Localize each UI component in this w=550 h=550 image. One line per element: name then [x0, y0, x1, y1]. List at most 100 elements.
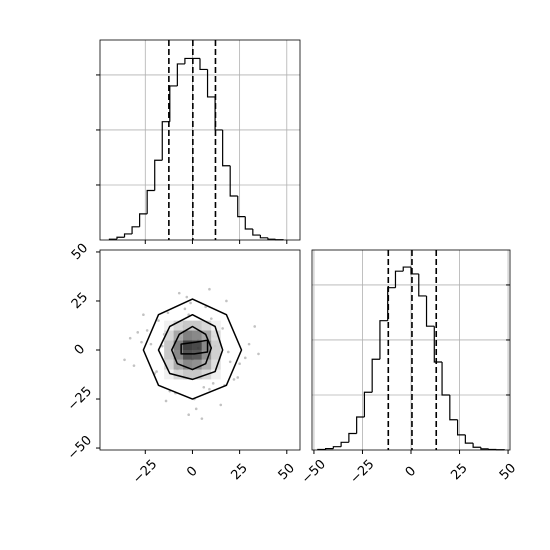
density-cell [201, 350, 212, 360]
scatter-point [253, 325, 257, 328]
scatter-point [160, 344, 164, 348]
scatter-point [136, 331, 140, 334]
density-cell [192, 330, 202, 341]
scatter-point [200, 417, 204, 420]
density-cell [164, 369, 174, 380]
hist-step [410, 267, 419, 275]
density-cell [164, 359, 174, 370]
density-cell [192, 340, 202, 350]
hist-step [456, 419, 466, 436]
hist-step [139, 213, 148, 227]
hist-step [363, 391, 373, 417]
hist-step [348, 432, 357, 443]
hist-step [267, 237, 276, 240]
x-tick-label: 50 [276, 461, 298, 483]
density-cell [201, 320, 212, 331]
scatter-point [185, 295, 189, 299]
hist-step [206, 69, 216, 98]
hist-step [244, 216, 253, 230]
density-cell [192, 320, 202, 331]
hist-step [418, 273, 427, 297]
y-tick-label: 50 [69, 241, 91, 263]
y-tick-label: −25 [65, 384, 95, 414]
scatter-point [225, 299, 228, 303]
y-tick-label: 25 [69, 290, 91, 312]
hist-step [402, 266, 411, 272]
density-cell [173, 350, 184, 360]
scatter-point [189, 301, 192, 305]
hist-step [356, 416, 365, 434]
contour [180, 339, 209, 355]
density-cell [201, 340, 212, 350]
hist-step [394, 270, 404, 288]
scatter-point [187, 413, 190, 417]
scatter-point [123, 358, 126, 362]
hist-step [169, 85, 178, 122]
scatter-point [140, 340, 143, 344]
hist-step [259, 235, 268, 239]
x-tick-label: 0 [184, 464, 200, 480]
hist-step [146, 189, 155, 214]
hist-step [371, 358, 380, 393]
axes-frame [99, 249, 301, 451]
y-tick-label: −50 [65, 433, 95, 463]
hist-step [449, 394, 458, 421]
scatter-point [128, 336, 132, 340]
density-cell [173, 369, 184, 380]
density-cell [164, 330, 174, 341]
scatter-point [187, 313, 190, 317]
scatter-point [142, 313, 145, 317]
scatter-point [208, 287, 211, 291]
density-cell [211, 350, 221, 360]
hist-step [116, 236, 125, 240]
hist-step [237, 195, 246, 218]
scatter-point [132, 364, 136, 367]
hist-step [222, 129, 231, 167]
x-tick-label: −25 [347, 457, 377, 487]
hist-step [340, 441, 349, 447]
scatter-point [149, 342, 153, 346]
hist-step [252, 228, 261, 236]
contour [142, 298, 243, 400]
hist-step [433, 326, 443, 363]
scatter-point [243, 356, 247, 360]
hist-step [161, 121, 170, 161]
hist-step [184, 57, 193, 64]
scatter-point [210, 317, 213, 320]
scatter-point [236, 376, 240, 379]
scatter-point [155, 370, 158, 373]
hist-step [332, 446, 342, 449]
x-tick-label: 25 [448, 461, 470, 483]
axes-frame [99, 39, 301, 241]
scatter-point [257, 352, 260, 356]
scatter-point [219, 403, 223, 407]
density-cell [211, 330, 221, 341]
scatter-point [208, 387, 211, 391]
x-tick-label: 25 [228, 461, 250, 483]
scatter-point [194, 407, 198, 411]
scatter-point [177, 291, 181, 295]
density-cell [201, 359, 212, 370]
scatter-point [221, 327, 224, 330]
density-cell [183, 369, 193, 380]
hist-step [472, 443, 481, 448]
density-cell [192, 350, 202, 360]
hist-step [441, 361, 450, 396]
x-tick-label: −25 [130, 457, 160, 487]
density-cell [192, 369, 202, 380]
density-cell [211, 320, 221, 331]
scatter-point [164, 399, 168, 403]
x-tick-label: −50 [299, 457, 329, 487]
density-cell [211, 369, 221, 380]
density-cell [183, 330, 193, 341]
density-cell [173, 340, 184, 350]
hist-step [488, 448, 497, 451]
hist-step [176, 63, 185, 86]
x-tick-label: 50 [497, 461, 519, 483]
scatter-point [247, 342, 251, 346]
hist-step [324, 448, 334, 450]
axes-frame [311, 249, 511, 451]
y-tick-label: 0 [72, 342, 88, 358]
hist-step [154, 159, 163, 191]
scatter-point [228, 360, 232, 364]
